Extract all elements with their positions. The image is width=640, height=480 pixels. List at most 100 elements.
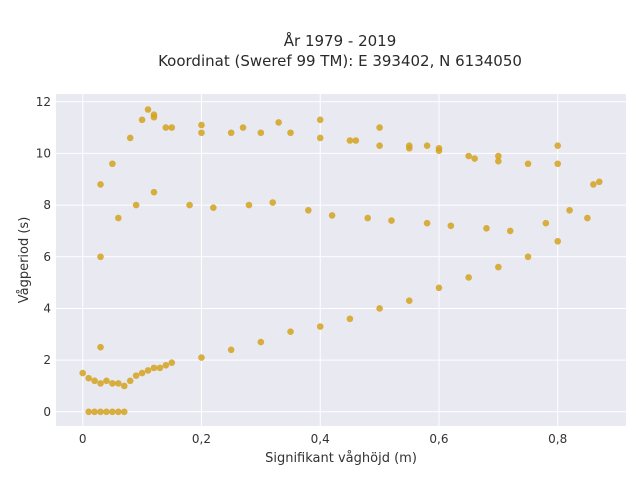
data-point bbox=[115, 380, 122, 387]
x-tick-label: 0 bbox=[79, 432, 87, 446]
data-point bbox=[524, 160, 532, 168]
data-point bbox=[97, 343, 104, 351]
x-axis-ticks: 0 0,2 0,4 0,6 0,8 bbox=[79, 432, 567, 446]
data-point bbox=[198, 121, 205, 129]
data-point bbox=[103, 377, 110, 385]
data-point bbox=[79, 369, 87, 377]
data-point bbox=[120, 408, 128, 416]
y-tick-label: 4 bbox=[43, 301, 51, 315]
data-point bbox=[316, 116, 324, 124]
data-point bbox=[465, 152, 472, 160]
x-tick-label: 0,8 bbox=[548, 432, 567, 446]
data-point bbox=[447, 222, 455, 230]
data-point bbox=[97, 380, 104, 387]
data-point bbox=[423, 142, 431, 149]
data-point bbox=[376, 142, 383, 149]
data-point bbox=[595, 178, 603, 186]
data-point bbox=[554, 160, 562, 168]
data-point bbox=[132, 201, 140, 209]
y-tick-label: 8 bbox=[43, 198, 51, 212]
data-point bbox=[227, 346, 235, 354]
data-point bbox=[435, 284, 443, 292]
data-point bbox=[109, 408, 116, 416]
chart-title-line2: Koordinat (Sweref 99 TM): E 393402, N 61… bbox=[158, 52, 522, 70]
data-point bbox=[506, 227, 514, 235]
data-point bbox=[91, 408, 98, 416]
data-point bbox=[554, 237, 562, 245]
data-point bbox=[435, 144, 443, 152]
data-point bbox=[115, 214, 122, 222]
data-point bbox=[495, 152, 502, 160]
data-point bbox=[405, 297, 413, 304]
data-point bbox=[168, 359, 176, 367]
data-point bbox=[162, 124, 170, 131]
data-point bbox=[150, 188, 158, 196]
data-point bbox=[590, 181, 597, 188]
y-tick-label: 12 bbox=[36, 95, 51, 109]
data-point bbox=[162, 361, 170, 369]
data-point bbox=[91, 377, 98, 385]
data-point bbox=[316, 134, 324, 142]
data-point bbox=[126, 134, 134, 142]
data-point bbox=[376, 124, 383, 131]
data-point bbox=[316, 323, 324, 330]
data-point bbox=[352, 137, 360, 144]
y-tick-label: 10 bbox=[36, 146, 51, 160]
data-point bbox=[103, 408, 110, 416]
data-point bbox=[186, 201, 193, 209]
data-point bbox=[138, 116, 146, 124]
data-point bbox=[144, 367, 152, 374]
data-point bbox=[328, 212, 336, 219]
data-point bbox=[144, 106, 152, 113]
data-point bbox=[388, 217, 395, 224]
data-point bbox=[168, 124, 176, 131]
data-point bbox=[120, 382, 128, 390]
data-point bbox=[495, 157, 502, 165]
data-point bbox=[465, 274, 472, 281]
data-point bbox=[150, 364, 158, 372]
data-point bbox=[287, 328, 294, 335]
data-point bbox=[239, 124, 247, 131]
data-point bbox=[227, 129, 235, 137]
grid-lines bbox=[56, 94, 626, 426]
y-tick-label: 6 bbox=[43, 250, 51, 264]
x-tick-label: 0,2 bbox=[192, 432, 211, 446]
data-point bbox=[524, 253, 532, 261]
y-axis-title: Vågperiod (s) bbox=[17, 217, 32, 304]
y-axis-ticks: 0 2 4 6 8 10 12 bbox=[36, 95, 51, 419]
data-point bbox=[109, 380, 116, 387]
data-point bbox=[115, 408, 122, 416]
data-point bbox=[346, 315, 354, 323]
data-point bbox=[471, 155, 478, 162]
data-point bbox=[554, 142, 562, 149]
data-point bbox=[287, 129, 294, 137]
data-point bbox=[376, 305, 383, 312]
data-point bbox=[566, 206, 573, 214]
data-point bbox=[584, 214, 591, 222]
x-axis-title: Signifikant våghöjd (m) bbox=[265, 451, 417, 466]
data-point bbox=[495, 263, 502, 271]
data-point bbox=[132, 372, 140, 379]
data-point bbox=[483, 225, 490, 232]
data-point bbox=[198, 354, 205, 361]
data-point bbox=[210, 204, 217, 211]
chart-title-line1: År 1979 - 2019 bbox=[284, 31, 397, 50]
data-point bbox=[542, 219, 550, 227]
data-point bbox=[109, 160, 116, 168]
data-point bbox=[156, 364, 164, 372]
x-tick-label: 0,6 bbox=[429, 432, 448, 446]
data-point bbox=[150, 113, 158, 121]
data-point bbox=[126, 377, 134, 385]
data-point bbox=[257, 129, 265, 137]
data-point bbox=[346, 137, 354, 144]
data-point bbox=[198, 129, 205, 137]
data-point bbox=[364, 214, 372, 222]
x-tick-label: 0,4 bbox=[311, 432, 330, 446]
y-tick-label: 0 bbox=[43, 405, 51, 419]
data-point bbox=[97, 181, 104, 188]
y-tick-label: 2 bbox=[43, 353, 51, 367]
data-point bbox=[245, 201, 253, 209]
data-point bbox=[405, 144, 413, 152]
data-points bbox=[79, 106, 603, 416]
